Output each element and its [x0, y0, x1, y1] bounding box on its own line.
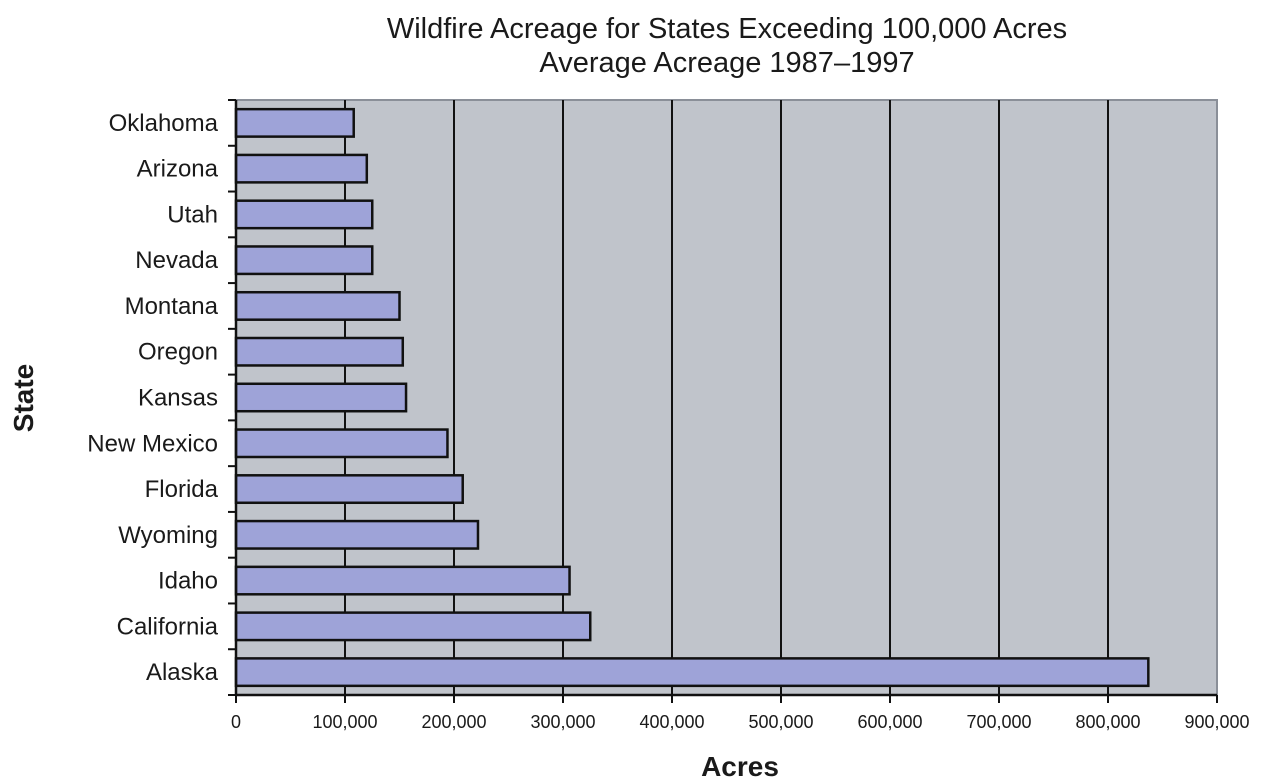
category-label: Utah [167, 201, 218, 228]
bar [234, 565, 571, 596]
category-label: Kansas [138, 385, 218, 412]
x-tick-label: 900,000 [1184, 712, 1249, 732]
category-labels: Oklahoma Arizona Utah Nevada Montana Oregon Ka… [87, 110, 218, 686]
category-label: California [117, 613, 219, 640]
x-tick-label: 200,000 [421, 712, 486, 732]
chart-subtitle: Average Acreage 1987–1997 [539, 47, 914, 79]
category-label: New Mexico [87, 430, 218, 457]
category-label: Oregon [138, 339, 218, 366]
x-tick-label: 700,000 [966, 712, 1031, 732]
category-label: Nevada [135, 247, 218, 274]
bar [234, 107, 355, 138]
axes [228, 99, 1218, 703]
x-tick-label: 800,000 [1075, 712, 1140, 732]
category-label: Alaska [146, 659, 219, 686]
gridlines [344, 100, 1109, 695]
x-tick-label: 300,000 [530, 712, 595, 732]
bar [234, 428, 449, 459]
bar [234, 474, 464, 505]
category-label: Florida [145, 476, 219, 503]
bar [234, 290, 401, 321]
bar [234, 519, 480, 550]
x-tick-label: 500,000 [748, 712, 813, 732]
category-label: Arizona [137, 156, 219, 183]
bars [234, 107, 1150, 688]
x-tick-labels: 0 100,000 200,000 300,000 400,000 500,000 600,… [231, 712, 1250, 732]
x-tick-label: 600,000 [857, 712, 922, 732]
x-tick-label: 100,000 [312, 712, 377, 732]
chart-title: Wildfire Acreage for States Exceeding 10… [387, 13, 1067, 45]
category-label: Wyoming [118, 522, 218, 549]
y-axis-title: State [8, 364, 39, 432]
x-tick-label: 0 [231, 712, 241, 732]
x-axis-title: Acres [701, 751, 779, 780]
bar [234, 336, 405, 367]
bar [234, 245, 374, 276]
bar [234, 611, 592, 642]
category-label: Idaho [158, 568, 218, 595]
bar [234, 657, 1150, 688]
bar [234, 153, 369, 184]
category-label: Montana [125, 293, 219, 320]
category-label: Oklahoma [109, 110, 219, 137]
bar [234, 382, 408, 413]
bar [234, 199, 374, 230]
x-tick-label: 400,000 [639, 712, 704, 732]
